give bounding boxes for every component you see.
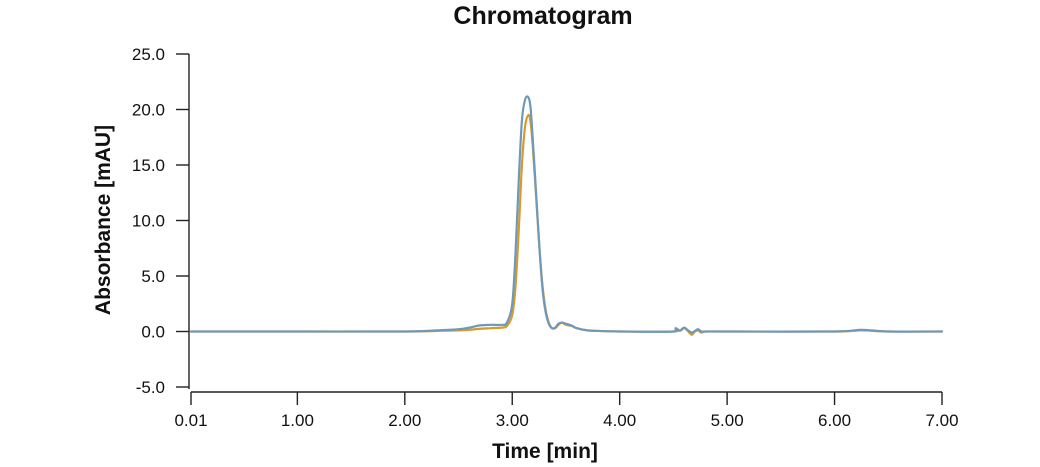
x-tick-label: 2.00: [388, 411, 421, 430]
x-tick-label: 0.01: [174, 411, 207, 430]
x-tick-label: 6.00: [818, 411, 851, 430]
series-line-1: [189, 113, 944, 336]
y-tick-label: -5.0: [136, 378, 165, 397]
plot-series: [189, 95, 944, 336]
y-tick-label: 25.0: [132, 45, 165, 64]
x-axis-ticks: 0.01 1.00 2.00 3.00 4.00 5.00 6.00 7.00: [174, 392, 959, 430]
y-tick-label: 0.0: [141, 323, 165, 342]
y-axis-ticks: -5.0 0.0 5.0 10.0 15.0 20.0 25.0: [132, 45, 189, 397]
chart-title: Chromatogram: [453, 2, 632, 30]
x-tick-label: 7.00: [925, 411, 958, 430]
y-tick-label: 20.0: [132, 101, 165, 120]
y-tick-label: 15.0: [132, 156, 165, 175]
y-axis-label: Absorbance [mAU]: [92, 125, 115, 315]
x-tick-label: 1.00: [281, 411, 314, 430]
y-tick-label: 10.0: [132, 212, 165, 231]
x-tick-label: 4.00: [603, 411, 636, 430]
series-line-2: [189, 95, 944, 334]
x-tick-label: 3.00: [496, 411, 529, 430]
x-axis-label: Time [min]: [492, 440, 598, 463]
x-tick-label: 5.00: [711, 411, 744, 430]
y-tick-label: 5.0: [141, 267, 165, 286]
